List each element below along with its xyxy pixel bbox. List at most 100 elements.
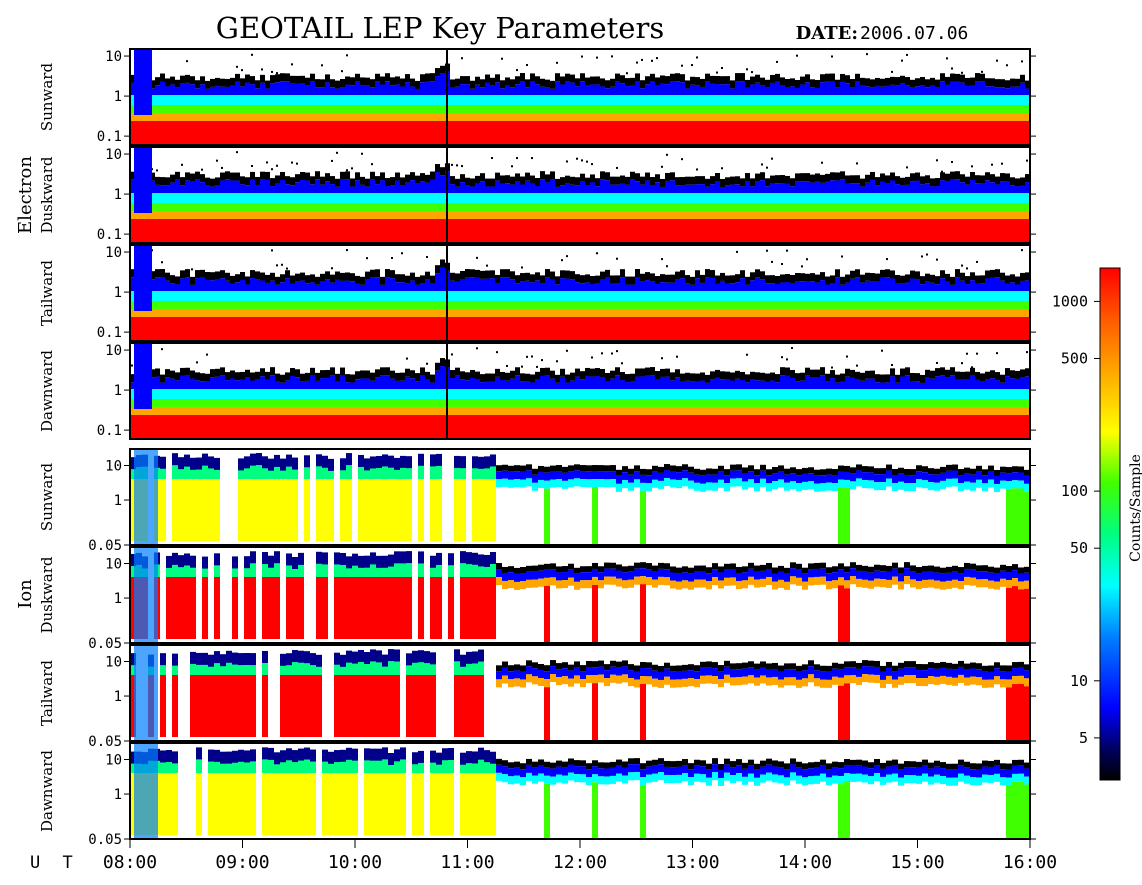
cell	[375, 105, 380, 113]
cell	[376, 456, 382, 468]
cell	[134, 343, 152, 409]
cell	[545, 269, 550, 277]
cell	[645, 376, 650, 389]
cell	[595, 301, 600, 309]
cell	[520, 193, 525, 203]
cell	[340, 95, 345, 105]
cell	[700, 407, 705, 415]
cell	[945, 301, 950, 309]
cell	[360, 301, 365, 309]
cell	[730, 471, 736, 479]
cell	[430, 219, 435, 243]
cell	[205, 280, 210, 291]
cell	[660, 369, 665, 377]
cell	[450, 407, 455, 415]
cell	[690, 381, 695, 389]
cell	[550, 81, 555, 89]
cell	[661, 357, 663, 359]
cell	[982, 469, 988, 475]
cell	[635, 389, 640, 399]
cell	[820, 291, 825, 301]
cell	[561, 259, 563, 261]
cell	[805, 368, 810, 376]
cell	[900, 399, 905, 407]
cell	[835, 105, 840, 113]
cell	[491, 157, 493, 159]
cell	[725, 219, 730, 243]
cell	[565, 203, 570, 211]
cell	[250, 211, 255, 219]
cell	[695, 291, 700, 301]
cell	[190, 105, 195, 113]
cell	[630, 399, 635, 407]
cell	[335, 211, 340, 219]
cell	[285, 301, 290, 309]
cell	[965, 276, 970, 284]
cell	[860, 283, 865, 291]
cell	[195, 372, 200, 380]
cell	[160, 177, 165, 185]
cell	[510, 301, 515, 309]
cell	[310, 399, 315, 407]
cell	[238, 479, 244, 541]
cell	[802, 474, 808, 482]
cell	[925, 87, 930, 95]
cell	[245, 309, 250, 317]
cell	[860, 301, 865, 309]
cell	[305, 113, 310, 121]
cell	[965, 121, 970, 145]
cell	[320, 185, 325, 193]
cell	[935, 399, 940, 407]
cell	[1015, 178, 1020, 186]
cell	[915, 211, 920, 219]
cell	[610, 105, 615, 113]
cell	[870, 203, 875, 211]
cell	[565, 383, 570, 389]
cell	[202, 479, 208, 541]
cell	[670, 291, 675, 301]
cell	[715, 193, 720, 203]
cell	[395, 95, 400, 105]
cell	[808, 473, 814, 481]
cell	[570, 185, 575, 193]
cell	[930, 317, 935, 341]
cell	[775, 374, 780, 382]
cell	[400, 193, 405, 203]
cell	[870, 87, 875, 95]
cell	[525, 203, 530, 211]
cell	[145, 121, 150, 145]
cell	[995, 121, 1000, 145]
cell	[385, 367, 390, 375]
cell	[235, 291, 240, 301]
cell	[540, 291, 545, 301]
cell	[180, 291, 185, 301]
cell	[720, 113, 725, 121]
cell	[710, 95, 715, 105]
cell	[1015, 211, 1020, 219]
cell	[510, 87, 515, 95]
cell	[550, 179, 555, 193]
cell	[705, 179, 710, 187]
cell	[345, 121, 350, 145]
cell	[975, 380, 980, 389]
cell	[365, 317, 370, 341]
cell	[710, 105, 715, 113]
cell	[195, 172, 200, 180]
cell	[820, 95, 825, 105]
cell	[780, 203, 785, 211]
cell	[350, 382, 355, 389]
cell	[840, 301, 845, 309]
cell	[765, 283, 770, 291]
cell	[250, 76, 255, 84]
cell	[910, 399, 915, 407]
cell	[190, 399, 195, 407]
cell	[570, 105, 575, 113]
cell	[730, 113, 735, 121]
cell	[235, 211, 240, 219]
cell	[605, 88, 610, 95]
cell	[985, 105, 990, 113]
cell	[605, 105, 610, 113]
cell	[195, 317, 200, 341]
cell	[796, 55, 798, 57]
